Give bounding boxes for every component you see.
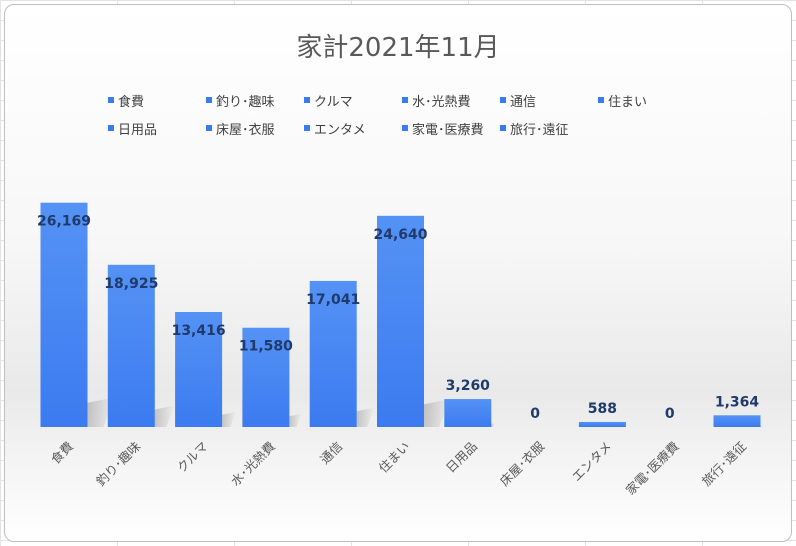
bar[interactable]	[175, 312, 223, 427]
legend-swatch	[598, 97, 604, 103]
x-tick-label: 水･光熱費	[228, 439, 278, 489]
legend-item: 日用品	[108, 119, 206, 138]
x-tick-label: 旅行･遠征	[699, 438, 750, 489]
legend-label: 旅行･遠征	[510, 122, 569, 138]
legend-item: 床屋･衣服	[206, 119, 304, 138]
bar[interactable]	[444, 399, 492, 427]
legend-swatch	[304, 125, 310, 131]
data-label: 0	[530, 406, 540, 422]
legend-item: 釣り･趣味	[206, 91, 304, 110]
bar[interactable]	[713, 415, 761, 427]
legend-label: 通信	[510, 94, 537, 110]
bar[interactable]	[309, 280, 357, 427]
bar-shadow	[154, 405, 175, 427]
bar-shadow	[289, 413, 302, 427]
bar-shadow	[491, 423, 495, 427]
chart-title: 家計2021年11月	[296, 33, 500, 63]
data-label: 11,580	[239, 339, 293, 355]
legend-item: 食費	[108, 91, 206, 110]
legend-swatch	[108, 125, 114, 131]
x-tick-label: 釣り･趣味	[93, 438, 144, 489]
legend-item: クルマ	[304, 91, 402, 110]
x-tick-label: 日用品	[443, 439, 480, 476]
data-label: 24,640	[373, 227, 427, 243]
data-label: 13,416	[172, 323, 226, 339]
data-label: 3,260	[446, 378, 491, 394]
legend-label: 食費	[118, 94, 145, 110]
x-tick-label: 通信	[317, 439, 345, 467]
legend-label: クルマ	[314, 94, 353, 110]
legend-item: 住まい	[598, 91, 696, 110]
bar-shadow	[87, 397, 115, 427]
legend-item: 水･光熱費	[402, 91, 500, 110]
legend-label: 釣り･趣味	[216, 94, 275, 110]
legend-swatch	[206, 125, 212, 131]
legend-label: 水･光熱費	[412, 94, 471, 110]
legend-item: 通信	[500, 91, 598, 110]
bar-shadow	[760, 425, 762, 427]
legend-label: 床屋･衣服	[216, 122, 275, 138]
legend-item: 旅行･遠征	[500, 119, 598, 138]
legend-swatch	[402, 125, 408, 131]
data-label: 26,169	[37, 214, 91, 230]
bar[interactable]	[40, 202, 88, 427]
legend-label: エンタメ	[314, 122, 366, 138]
bar[interactable]	[107, 264, 155, 427]
bar-shadow	[424, 399, 450, 427]
legend-swatch	[500, 125, 506, 131]
x-tick-label: エンタメ	[569, 439, 615, 485]
x-tick-label: クルマ	[174, 439, 211, 476]
legend-swatch	[500, 97, 506, 103]
legend-swatch	[402, 97, 408, 103]
legend-label: 日用品	[118, 122, 158, 138]
legend-label: 住まい	[608, 94, 648, 110]
data-label: 18,925	[104, 276, 158, 292]
legend-item: エンタメ	[304, 119, 402, 138]
legend-swatch	[108, 97, 114, 103]
x-tick-label: 家電･医療費	[623, 439, 682, 498]
legend-swatch	[206, 97, 212, 103]
legend-swatch	[304, 97, 310, 103]
data-label: 0	[665, 406, 675, 422]
bar[interactable]	[242, 327, 290, 427]
bar-shadow	[356, 407, 375, 427]
x-tick-label: 食費	[48, 439, 76, 467]
data-label: 588	[588, 401, 617, 417]
bar[interactable]	[578, 421, 626, 427]
x-tick-label: 床屋･衣服	[497, 438, 548, 489]
bar[interactable]	[377, 215, 424, 427]
legend-label: 家電･医療費	[412, 122, 484, 138]
data-label: 1,364	[715, 394, 760, 410]
bar-shadow	[222, 411, 236, 427]
data-label: 17,041	[306, 292, 360, 308]
x-tick-label: 住まい	[375, 439, 412, 476]
legend-item: 家電･医療費	[402, 119, 500, 138]
chart-legend: 食費 釣り･趣味 クルマ 水･光熱費 通信 住まい日用品 床屋･衣服 エンタメ 家電･医療費 旅行…	[108, 91, 698, 138]
